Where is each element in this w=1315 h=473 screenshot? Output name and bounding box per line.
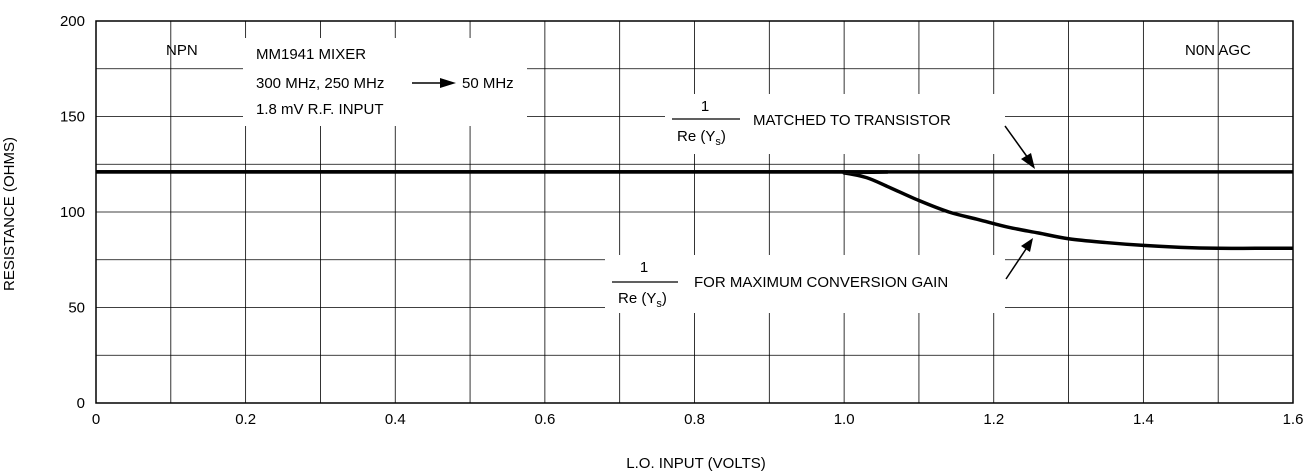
tick-labels: 0 0.2 0.4 0.6 0.8 1.0 1.2 1.4 1.6 0 50 100 150 200 bbox=[60, 13, 1303, 428]
x-tick-label: 1.2 bbox=[983, 411, 1004, 428]
upper-denominator: Re (Ys) bbox=[677, 128, 726, 148]
x-tick-label: 1.4 bbox=[1133, 411, 1154, 428]
y-tick-label: 150 bbox=[60, 109, 85, 126]
x-tick-label: 0.8 bbox=[684, 411, 705, 428]
mixer-freq-left: 300 MHz, 250 MHz bbox=[256, 75, 384, 92]
upper-leader-line bbox=[1004, 125, 1029, 159]
mixer-freq-right: 50 MHz bbox=[462, 75, 514, 92]
plot-frame bbox=[95, 20, 1294, 404]
series bbox=[95, 170, 1293, 251]
upper-numerator: 1 bbox=[701, 98, 709, 115]
npn-label: NPN bbox=[166, 42, 198, 59]
x-axis-title: L.O. INPUT (VOLTS) bbox=[626, 455, 765, 472]
x-tick-label: 0.2 bbox=[235, 411, 256, 428]
lower-label: FOR MAXIMUM CONVERSION GAIN bbox=[694, 274, 948, 291]
x-tick-label: 1.6 bbox=[1283, 411, 1304, 428]
x-tick-label: 0 bbox=[92, 411, 100, 428]
x-tick-label: 1.0 bbox=[834, 411, 855, 428]
lower-label-box bbox=[605, 255, 1005, 313]
series-line-max-gain bbox=[95, 170, 1293, 251]
x-tick-label: 0.4 bbox=[385, 411, 406, 428]
lower-leader-arrowhead bbox=[1021, 238, 1033, 252]
lower-denominator: Re (Ys) bbox=[618, 290, 667, 310]
rf-input-label: 1.8 mV R.F. INPUT bbox=[256, 101, 384, 118]
y-axis-title: RESISTANCE (OHMS) bbox=[1, 137, 18, 291]
y-tick-label: 0 bbox=[77, 395, 85, 412]
mixer-freq-arrowhead bbox=[440, 78, 456, 88]
mixer-title: MM1941 MIXER bbox=[256, 46, 366, 63]
lower-numerator: 1 bbox=[640, 259, 648, 276]
mixer-label-box bbox=[243, 38, 527, 126]
upper-label: MATCHED TO TRANSISTOR bbox=[753, 112, 951, 129]
y-tick-label: 200 bbox=[60, 13, 85, 30]
y-tick-label: 100 bbox=[60, 204, 85, 221]
upper-leader-arrowhead bbox=[1021, 153, 1035, 169]
non-agc-label: N0N AGC bbox=[1185, 42, 1251, 59]
lower-leader-line bbox=[1005, 248, 1027, 280]
x-tick-label: 0.6 bbox=[534, 411, 555, 428]
upper-label-box bbox=[665, 94, 1005, 154]
y-tick-label: 50 bbox=[68, 300, 85, 317]
